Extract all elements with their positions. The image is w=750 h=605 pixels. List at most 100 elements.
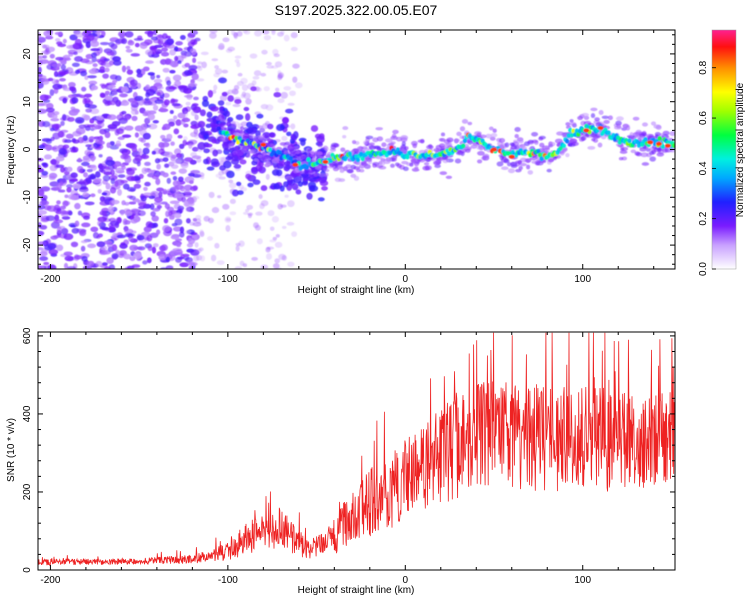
spectrogram-cell	[215, 116, 223, 121]
spectrogram-cell	[514, 133, 519, 139]
spectrogram-cell	[91, 56, 97, 63]
spectrogram-cell	[41, 162, 47, 167]
spectrogram-cell	[410, 158, 417, 163]
spectrogram-cell	[653, 124, 662, 129]
spectrogram-cell	[388, 142, 395, 146]
spectrogram-cell	[281, 135, 288, 142]
spectrogram-cell	[214, 65, 219, 69]
spectrogram-cell	[150, 211, 156, 217]
spectrogram-cell	[96, 115, 104, 121]
spectrogram-cell	[459, 135, 465, 140]
spectrogram-cell	[149, 232, 159, 238]
spectrogram-cell	[198, 247, 204, 252]
spectrogram-cell	[38, 204, 46, 210]
spectrogram-cell	[147, 123, 158, 130]
spectrogram-cell	[539, 142, 545, 148]
spectrogram-cell	[88, 80, 98, 85]
spectrogram-cell	[59, 77, 66, 82]
spectrogram-cell	[590, 113, 596, 119]
spectrogram-y-axis: -20 -10 0 10 20	[22, 34, 675, 265]
spectrogram-cell	[238, 184, 245, 190]
spectrogram-cell	[86, 168, 93, 173]
spectrogram-cell	[289, 90, 296, 97]
spectrogram-cell	[492, 128, 497, 133]
spectrogram-cell	[159, 106, 164, 113]
spectrogram-cell	[286, 221, 295, 226]
spectrogram-cell	[197, 66, 203, 71]
spectrogram-cell	[174, 193, 184, 198]
spectrogram-cell	[302, 178, 309, 182]
spectrogram-cell	[635, 129, 642, 135]
spectrogram-cell	[53, 219, 64, 224]
spectrogram-cell	[169, 49, 176, 56]
spectrogram-cell	[223, 160, 232, 169]
spectrogram-cell	[103, 58, 110, 62]
spectrogram-cell	[116, 234, 126, 239]
spectrogram-cell	[40, 186, 51, 192]
snr-frame	[37, 331, 676, 571]
spectrogram-cell	[151, 150, 157, 155]
spectrogram-cell	[142, 111, 149, 117]
spectrogram-cell	[126, 265, 135, 269]
spectrogram-cell	[526, 164, 531, 170]
chart-title: S197.2025.322.00.05.E07	[275, 2, 438, 18]
spectrogram-cell	[115, 128, 124, 135]
spectrogram-cell	[456, 131, 462, 137]
spectrogram-cell	[112, 79, 118, 84]
snr-panel: -200 -100 0 100 0 200 400 600 Height of straig…	[6, 327, 676, 596]
spectrogram-cell	[71, 227, 80, 234]
spectrogram-cell	[84, 93, 93, 98]
spectrogram-cell	[193, 96, 199, 101]
spectrogram-cell	[245, 98, 252, 105]
spectrogram-cell	[453, 138, 461, 143]
spectrogram-cell	[194, 169, 200, 174]
spectrogram-cell	[607, 115, 613, 121]
spectrogram-cell	[109, 100, 116, 106]
spectrogram-cell	[168, 161, 175, 167]
spectrogram-cell	[146, 257, 152, 264]
spectrogram-cell	[144, 161, 151, 167]
spectrogram-cell	[669, 131, 675, 137]
spectrogram-cell	[240, 126, 245, 131]
spectrogram-cell	[126, 175, 136, 182]
spectrogram-cell	[83, 172, 88, 178]
spectrogram-cell	[136, 68, 142, 75]
spectrogram-cell	[50, 118, 60, 122]
spectrogram-cell	[390, 163, 395, 168]
spectrogram-cell	[247, 182, 254, 188]
spectrogram-cell	[88, 68, 99, 74]
colorbar-label: Normalized spectral amplitude	[735, 82, 746, 217]
spectrogram-cell	[120, 154, 129, 160]
spectrogram-cell	[162, 33, 168, 40]
spectrogram-cell	[219, 123, 225, 128]
spectrogram-cell	[228, 179, 234, 184]
spectrogram-cell	[42, 55, 47, 59]
spectrogram-cell	[500, 145, 507, 150]
spectrogram-cell	[275, 87, 280, 92]
y-tick-label: 0	[22, 567, 33, 573]
spectrogram-cell	[51, 113, 58, 120]
spectrogram-cell	[170, 171, 177, 175]
spectrogram-cell	[671, 143, 675, 149]
spectrogram-cell	[194, 114, 199, 121]
spectrogram-cell	[169, 69, 176, 74]
spectrogram-cell	[163, 99, 170, 106]
spectrogram-cell	[156, 91, 161, 97]
spectrogram-cell	[70, 149, 78, 153]
spectrogram-cell	[153, 44, 164, 48]
spectrogram-cell	[216, 126, 222, 132]
y-tick-label: 600	[22, 327, 33, 344]
spectrogram-cell	[86, 260, 95, 267]
spectrogram-cell	[372, 162, 380, 166]
spectrogram-cell	[82, 155, 90, 161]
spectrogram-cell	[191, 235, 198, 242]
spectrogram-cell	[258, 194, 263, 200]
spectrogram-cell	[254, 30, 262, 37]
spectrogram-cell	[184, 229, 192, 235]
spectrogram-cell	[234, 55, 242, 59]
spectrogram-cell	[107, 114, 117, 121]
spectrogram-cell	[234, 135, 239, 141]
spectrogram-cell	[179, 262, 188, 267]
spectrogram-cell	[129, 195, 136, 200]
spectrogram-cell	[190, 186, 198, 192]
